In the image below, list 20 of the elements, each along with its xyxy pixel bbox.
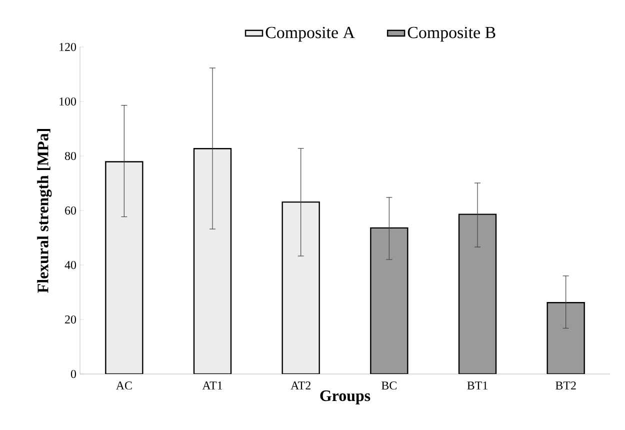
y-axis-title: Flexural strength [MPa] [37, 129, 52, 293]
bar [282, 201, 320, 374]
y-tick-label: 40 [64, 260, 76, 270]
x-tick-label: AT1 [202, 382, 222, 390]
legend-label: Composite A [266, 26, 355, 42]
x-tick-label: BT2 [556, 382, 576, 390]
y-tick-label: 100 [60, 97, 76, 106]
legend-label: Composite B [408, 26, 496, 42]
y-tick-label: 80 [64, 152, 76, 160]
bar [193, 148, 232, 374]
bar [105, 161, 144, 374]
x-tick-label: BT1 [467, 382, 488, 390]
y-tick-label: 120 [60, 42, 76, 52]
x-tick-label: AT2 [290, 382, 310, 390]
x-tick-label: AC [116, 382, 132, 390]
y-tick-label: 60 [65, 206, 76, 215]
y-tick-label: 0 [70, 370, 76, 378]
x-axis-title: Groups [320, 390, 370, 404]
x-tick-label: BC [382, 382, 396, 390]
y-tick-label: 20 [65, 315, 76, 324]
